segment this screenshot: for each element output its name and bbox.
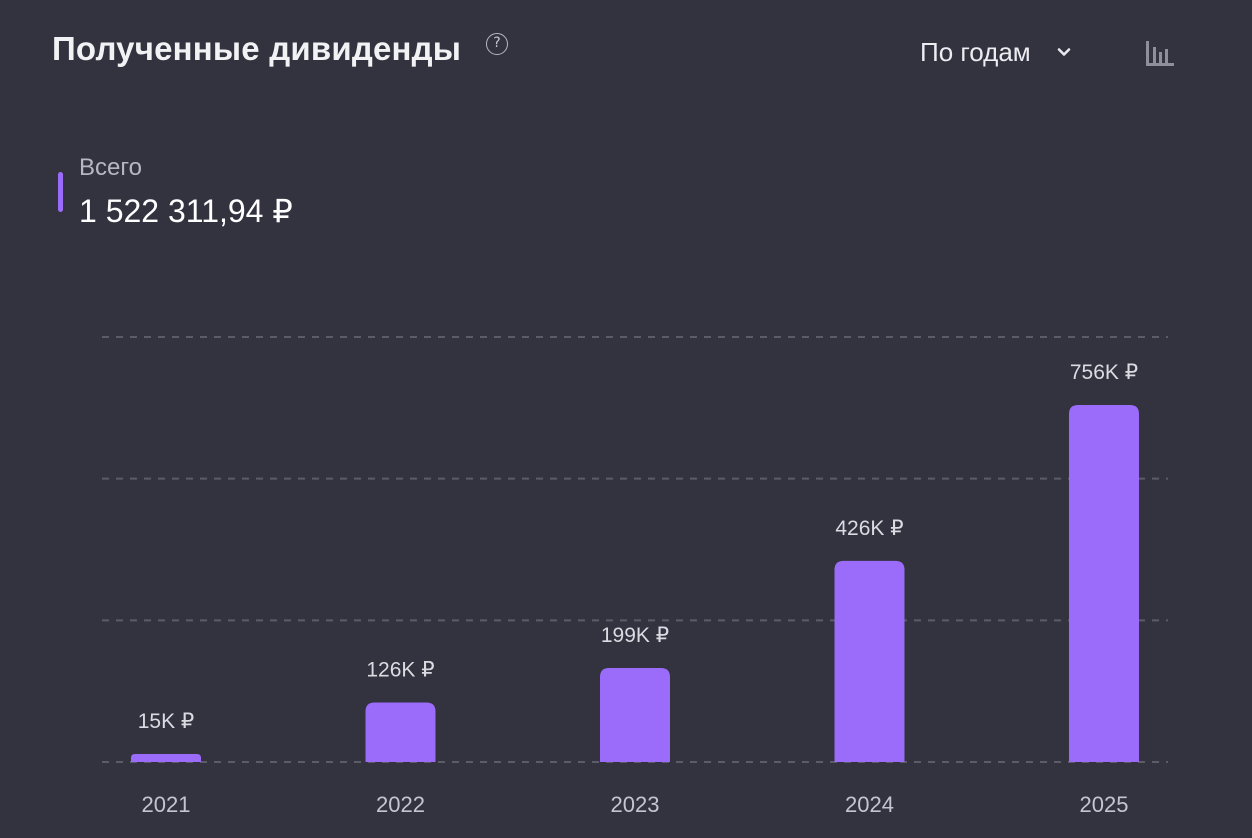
help-circle-icon[interactable]: ? <box>486 33 508 55</box>
bar-2022[interactable] <box>365 702 436 763</box>
dividends-bar-chart: 15K ₽ 2021 126K ₽ 2022 199K ₽ 2023 426K ₽ 2024 7… <box>0 300 1252 830</box>
x-tick-label-2022: 2022 <box>376 792 425 817</box>
period-dropdown[interactable]: По годам <box>920 30 1073 74</box>
x-tick-label-2023: 2023 <box>611 792 660 817</box>
bar-value-label-2022: 126K ₽ <box>366 659 434 682</box>
chart-header: Полученные дивиденды ? По годам <box>0 0 1252 110</box>
total-series-marker <box>58 172 63 212</box>
x-tick-label-2021: 2021 <box>142 792 191 817</box>
x-tick-label-2024: 2024 <box>845 792 894 817</box>
period-dropdown-label: По годам <box>920 36 1031 67</box>
page-title: Полученные дивиденды <box>52 30 462 67</box>
bar-value-label-2024: 426K ₽ <box>835 517 903 540</box>
chart-canvas: 15K ₽ 2021 126K ₽ 2022 199K ₽ 2023 426K ₽ 2024 7… <box>102 336 1168 817</box>
bar-chart-icon[interactable] <box>1144 38 1176 68</box>
bar-value-label-2021: 15K ₽ <box>138 710 195 733</box>
chevron-down-icon <box>1057 48 1070 56</box>
bar-2025[interactable] <box>1069 405 1139 762</box>
total-value: 1 522 311,94 ₽ <box>79 193 293 229</box>
bar-value-label-2023: 199K ₽ <box>601 624 669 647</box>
bar-2024[interactable] <box>834 560 905 762</box>
bar-2021[interactable] <box>131 754 201 762</box>
total-label: Всего <box>79 154 142 181</box>
bar-2023[interactable] <box>600 668 670 762</box>
bar-value-label-2025: 756K ₽ <box>1070 361 1138 384</box>
x-tick-label-2025: 2025 <box>1080 792 1129 817</box>
